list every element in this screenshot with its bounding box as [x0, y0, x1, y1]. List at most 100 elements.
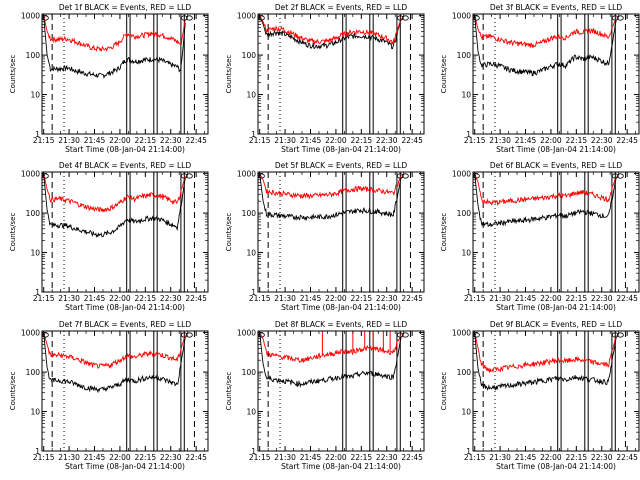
- y-tick-label: 1000: [21, 329, 40, 338]
- x-tick-label: 21:45: [84, 453, 106, 462]
- y-tick-label: 10: [30, 408, 40, 417]
- loop-marker: [401, 332, 409, 338]
- x-axis-label: Start Time (08-Jan-04 21:14:00): [65, 303, 185, 312]
- y-tick-label: 10: [246, 91, 256, 100]
- loop-marker: [185, 173, 193, 179]
- plot-area: [42, 331, 195, 451]
- y-axis-label: Counts/sec: [225, 55, 233, 94]
- loop-marker: [180, 173, 188, 179]
- y-tick-label: 1: [251, 130, 256, 139]
- x-tick-label: 22:00: [540, 453, 562, 462]
- loop-marker: [616, 15, 624, 21]
- y-tick-label: 10: [30, 249, 40, 258]
- y-axis-label: Counts/sec: [225, 372, 233, 411]
- x-tick-label: 21:30: [274, 136, 296, 145]
- x-tick-label: 22:00: [109, 453, 131, 462]
- series-events-line: [43, 173, 186, 238]
- x-axis-label: Start Time (08-Jan-04 21:14:00): [281, 303, 401, 312]
- y-tick-label: 1: [35, 130, 40, 139]
- y-tick-label: 1: [251, 447, 256, 456]
- x-tick-label: 22:45: [185, 136, 207, 145]
- y-tick-label: 10: [246, 408, 256, 417]
- y-tick-label: 10: [461, 249, 471, 258]
- x-axis-label: Start Time (08-Jan-04 21:14:00): [65, 462, 185, 471]
- y-tick-label: 1: [251, 288, 256, 297]
- x-tick-label: 22:45: [185, 294, 207, 303]
- axes-frame: [472, 330, 640, 452]
- x-tick-label: 22:30: [376, 136, 398, 145]
- y-axis-label: Counts/sec: [440, 372, 448, 411]
- axes-frame: [257, 13, 425, 135]
- y-axis-label: Counts/sec: [9, 213, 17, 252]
- plot-area: [473, 331, 626, 451]
- panel-det-5: Det 5f BLACK = Events, RED = LLD 1 10 100 10…: [225, 161, 425, 312]
- panel-det-2: Det 2f BLACK = Events, RED = LLD 1 10 100 10…: [225, 3, 425, 154]
- x-axis-label: Start Time (08-Jan-04 21:14:00): [281, 462, 401, 471]
- series-lld-line: [474, 15, 617, 48]
- panel-det-6: Det 6f BLACK = Events, RED = LLD 1 10 100 10…: [440, 161, 640, 312]
- x-tick-label: 22:30: [160, 136, 182, 145]
- x-tick-label: 21:15: [464, 136, 486, 145]
- x-tick-label: 21:30: [489, 136, 511, 145]
- x-tick-label: 22:15: [351, 136, 373, 145]
- x-tick-label: 22:30: [591, 294, 613, 303]
- y-tick-label: 10: [461, 91, 471, 100]
- series-events-line: [43, 332, 186, 394]
- y-tick-label: 1000: [452, 329, 471, 338]
- x-tick-label: 21:30: [274, 453, 296, 462]
- y-tick-label: 100: [26, 368, 41, 377]
- y-tick-label: 1000: [237, 329, 256, 338]
- series-events-line: [259, 173, 402, 222]
- plot-area: [258, 331, 411, 451]
- y-tick-label: 1: [35, 288, 40, 297]
- x-tick-label: 21:15: [464, 453, 486, 462]
- series-events-line: [43, 15, 186, 80]
- x-tick-label: 22:30: [591, 453, 613, 462]
- y-axis-label: Counts/sec: [440, 55, 448, 94]
- loop-marker: [611, 332, 619, 338]
- x-axis-label: Start Time (08-Jan-04 21:14:00): [65, 145, 185, 154]
- axes-frame: [472, 13, 640, 135]
- y-tick-label: 100: [457, 209, 472, 218]
- x-axis-label: Start Time (08-Jan-04 21:14:00): [496, 145, 616, 154]
- y-tick-label: 1: [466, 447, 471, 456]
- x-tick-label: 22:00: [325, 453, 347, 462]
- x-tick-label: 21:30: [58, 453, 80, 462]
- x-tick-label: 21:45: [84, 136, 106, 145]
- x-tick-label: 22:30: [376, 453, 398, 462]
- panel-det-3: Det 3f BLACK = Events, RED = LLD 1 10 100 10…: [440, 3, 640, 154]
- plot-area: [42, 172, 195, 292]
- x-tick-label: 22:45: [401, 294, 423, 303]
- y-tick-label: 1000: [21, 170, 40, 179]
- x-tick-label: 22:00: [540, 136, 562, 145]
- x-tick-label: 21:45: [300, 136, 322, 145]
- x-tick-label: 22:15: [135, 136, 157, 145]
- y-tick-label: 100: [457, 368, 472, 377]
- axes-frame: [41, 13, 209, 135]
- panel-title: Det 1f BLACK = Events, RED = LLD: [59, 3, 192, 12]
- loop-marker: [185, 332, 193, 338]
- panel-title: Det 4f BLACK = Events, RED = LLD: [59, 161, 192, 170]
- series-lld-line: [474, 332, 617, 373]
- panel-title: Det 2f BLACK = Events, RED = LLD: [275, 3, 408, 12]
- x-tick-label: 21:45: [515, 136, 537, 145]
- y-axis-label: Counts/sec: [440, 213, 448, 252]
- series-lld-line: [43, 15, 186, 52]
- x-tick-label: 21:30: [489, 294, 511, 303]
- x-tick-label: 21:45: [300, 294, 322, 303]
- x-tick-label: 21:45: [300, 453, 322, 462]
- x-tick-label: 22:45: [616, 136, 638, 145]
- x-tick-label: 22:45: [616, 294, 638, 303]
- y-tick-label: 1000: [237, 170, 256, 179]
- x-tick-label: 21:15: [249, 453, 271, 462]
- x-tick-label: 22:45: [401, 136, 423, 145]
- x-tick-label: 22:00: [109, 136, 131, 145]
- y-tick-label: 100: [242, 209, 257, 218]
- series-lld-line: [43, 173, 186, 213]
- series-lld-line: [259, 173, 402, 200]
- panel-title: Det 7f BLACK = Events, RED = LLD: [59, 320, 192, 329]
- y-axis-label: Counts/sec: [9, 372, 17, 411]
- plot-area: [473, 14, 626, 134]
- series-events-line: [259, 15, 402, 50]
- y-tick-label: 10: [461, 408, 471, 417]
